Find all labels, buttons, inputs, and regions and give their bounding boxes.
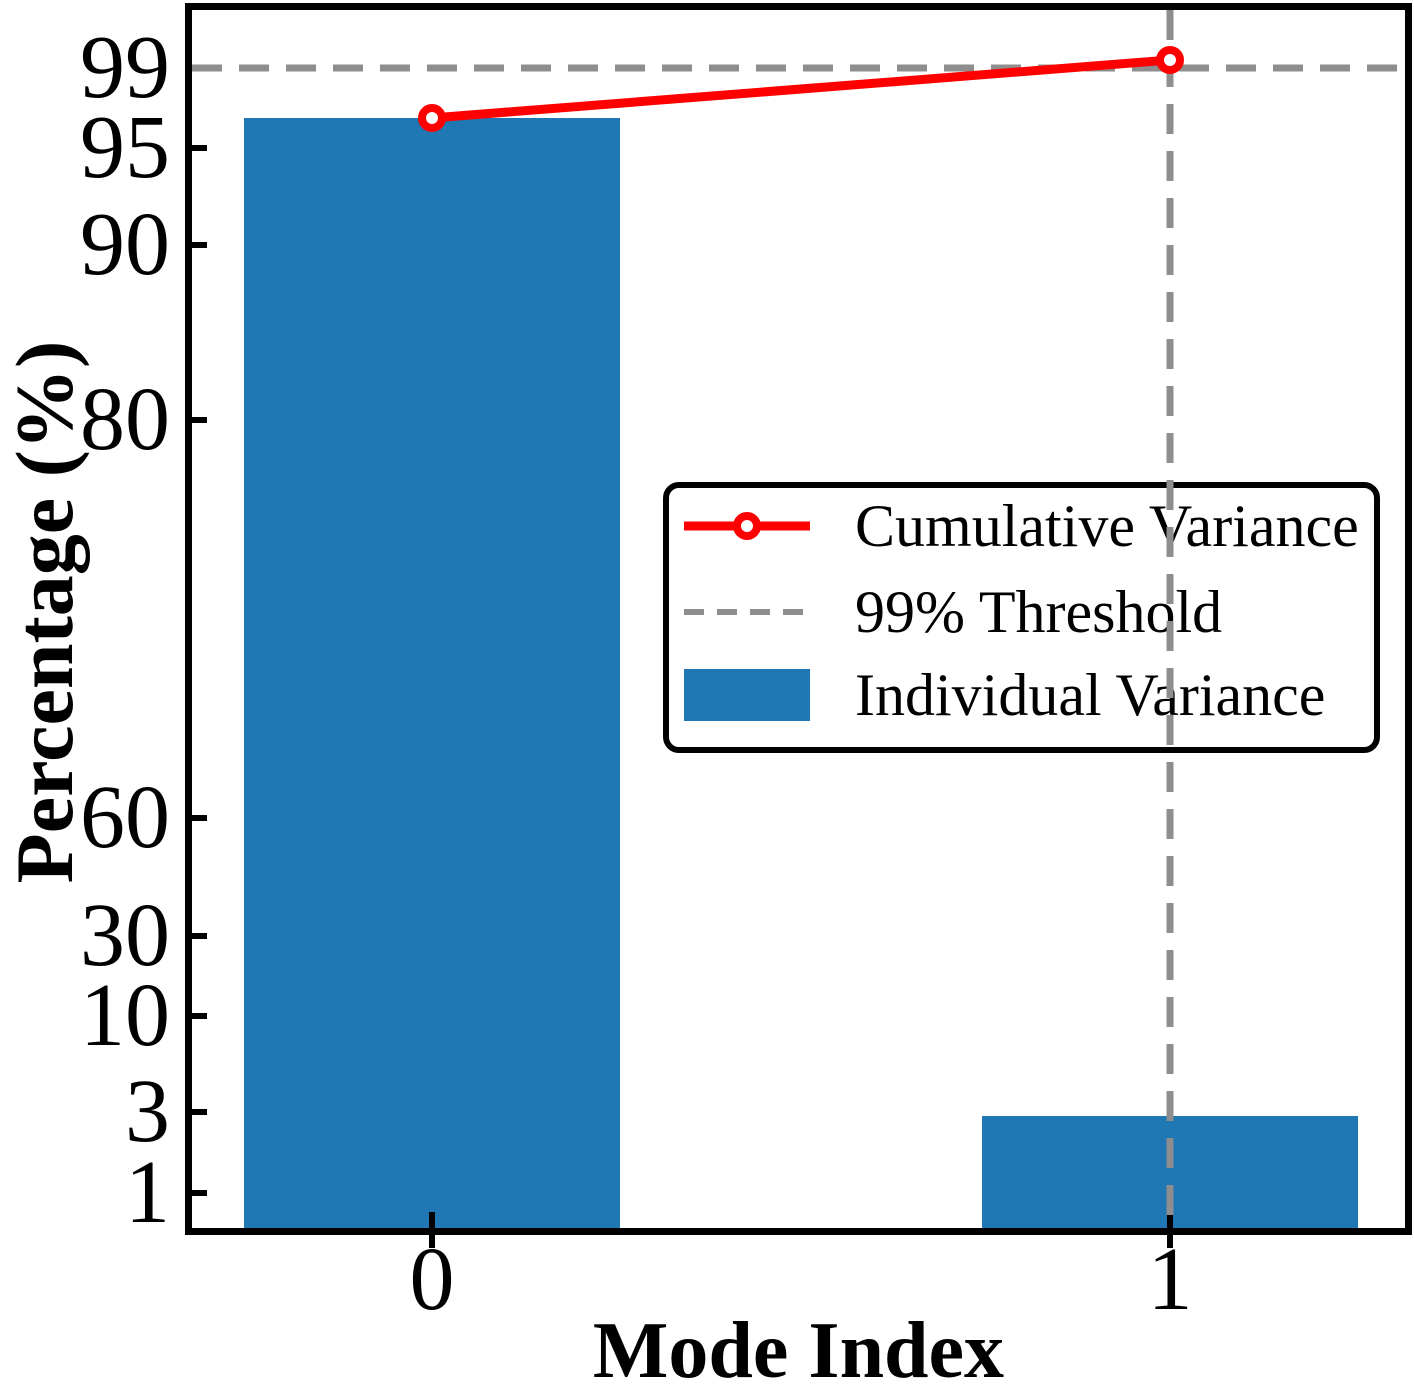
x-tick [429, 1212, 435, 1248]
y-tick [192, 242, 207, 248]
plot-area [185, 3, 1412, 1235]
legend-label-cumulative: Cumulative Variance [855, 493, 1359, 559]
legend-entry-threshold: 99% Threshold [669, 574, 1374, 650]
y-axis-label: Percentage (%) [0, 340, 90, 884]
y-tick-label: 60 [80, 768, 170, 867]
y-tick-label: 1 [125, 1143, 170, 1242]
individual-bar-swatch-icon [684, 669, 810, 721]
cumulative-line-marker-icon [684, 512, 810, 540]
threshold-dash-icon [684, 609, 810, 615]
y-tick [192, 65, 207, 71]
legend-label-threshold: 99% Threshold [855, 579, 1223, 645]
y-tick [192, 933, 207, 939]
x-axis-label: Mode Index [592, 1307, 1005, 1395]
legend-entry-cumulative: Cumulative Variance [669, 488, 1374, 564]
y-tick-label: 3 [125, 1062, 170, 1161]
y-tick [192, 1109, 207, 1115]
y-tick [192, 417, 207, 423]
y-tick-label: 30 [80, 886, 170, 985]
y-tick-label: 80 [80, 370, 170, 469]
y-tick [192, 1013, 207, 1019]
y-tick [192, 815, 207, 821]
bar-mode-0 [244, 118, 620, 1228]
y-tick-label: 90 [80, 195, 170, 294]
y-tick-label: 95 [80, 98, 170, 197]
y-tick-label: 10 [80, 966, 170, 1065]
legend: Cumulative Variance 99% Threshold Indivi… [663, 482, 1380, 753]
legend-entry-individual: Individual Variance [669, 657, 1374, 733]
legend-label-individual: Individual Variance [855, 662, 1326, 728]
y-tick [192, 1190, 207, 1196]
y-tick [192, 145, 207, 151]
x-tick [1167, 1212, 1173, 1248]
y-tick-label: 99 [80, 18, 170, 117]
